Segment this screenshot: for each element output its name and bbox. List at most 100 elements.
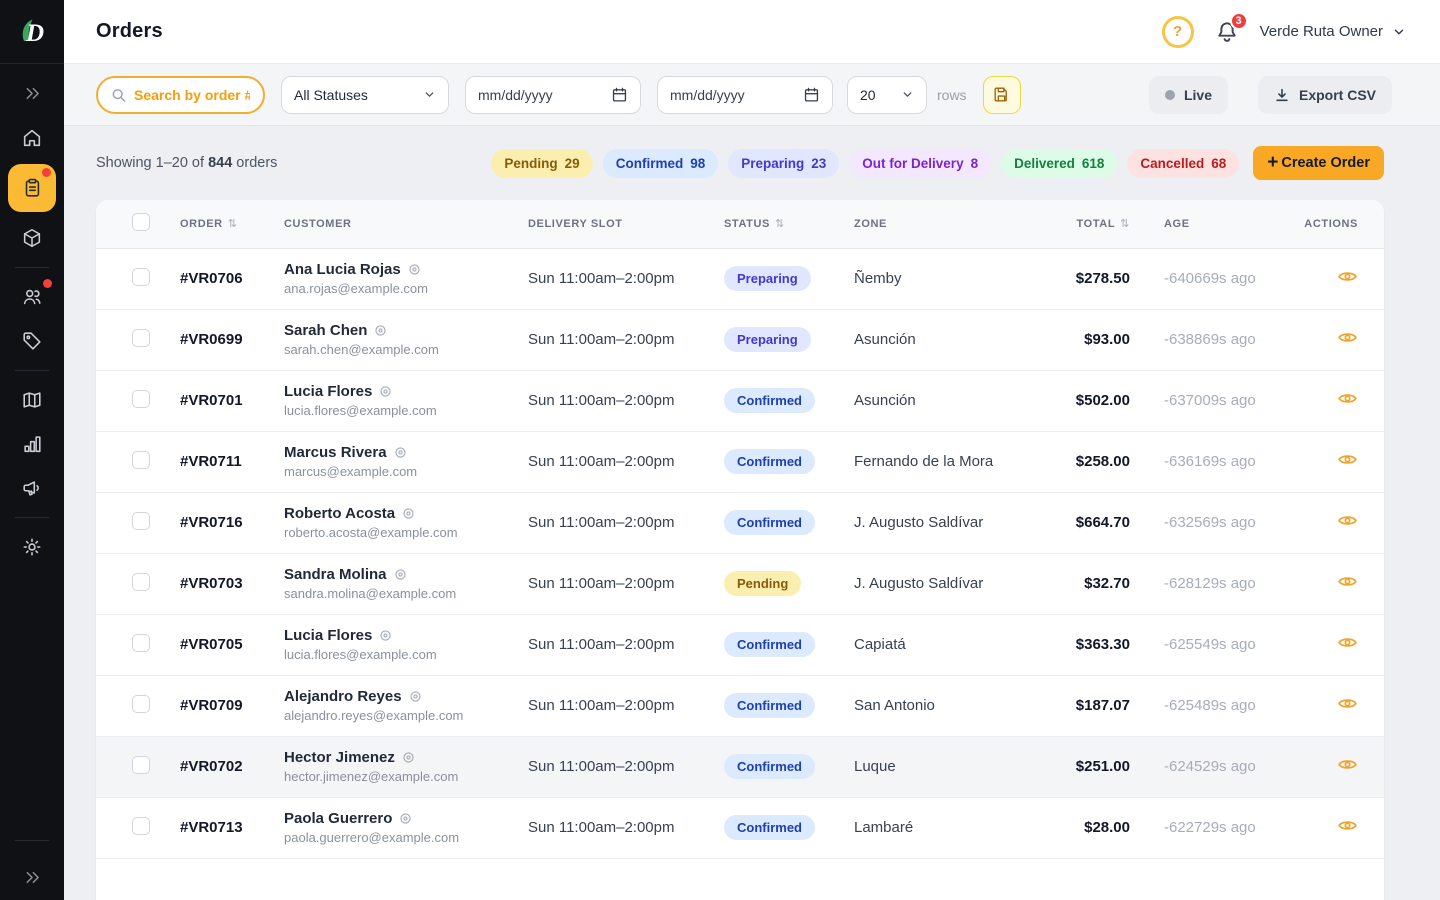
sidebar-collapse-button[interactable]: [8, 73, 56, 113]
live-toggle[interactable]: Live: [1148, 75, 1228, 114]
brand-logo[interactable]: D: [0, 0, 64, 64]
user-name: Verde Ruta Owner: [1259, 23, 1383, 40]
select-all-checkbox[interactable]: [132, 213, 150, 232]
view-customer-icon[interactable]: [408, 263, 421, 276]
column-header-actions: ACTIONS: [1284, 200, 1384, 249]
row-checkbox[interactable]: [132, 816, 150, 835]
summary-badge-out-for-delivery[interactable]: Out for Delivery 8: [849, 148, 992, 178]
date-to-input[interactable]: mm/dd/yyyy: [657, 75, 833, 114]
rows-per-page-select[interactable]: 20: [847, 75, 927, 114]
row-checkbox[interactable]: [132, 694, 150, 713]
row-checkbox[interactable]: [132, 511, 150, 530]
column-header-age: AGE: [1142, 200, 1284, 249]
badge-label: Pending: [504, 155, 558, 171]
table-row[interactable]: #VR0702 Hector Jimenez hector.jimenez@ex…: [96, 736, 1384, 798]
delivery-slot: Sun 11:00am–2:00pm: [506, 431, 702, 493]
table-row[interactable]: #VR0705 Lucia Flores lucia.flores@exampl…: [96, 614, 1384, 676]
sidebar-item-tags[interactable]: [8, 321, 56, 361]
table-row[interactable]: #VR0711 Marcus Rivera marcus@example.com…: [96, 431, 1384, 493]
sidebar-item-orders[interactable]: [8, 164, 56, 212]
products-box-icon: [23, 228, 41, 248]
row-checkbox[interactable]: [132, 389, 150, 408]
order-age: -632569s ago: [1142, 492, 1284, 554]
sidebar-item-announcements[interactable]: [8, 468, 56, 508]
view-customer-icon[interactable]: [394, 446, 407, 459]
sidebar-item-customers[interactable]: [8, 277, 56, 317]
create-order-button[interactable]: + Create Order: [1253, 146, 1384, 180]
sidebar-expand-button[interactable]: [8, 857, 56, 897]
row-checkbox[interactable]: [132, 450, 150, 469]
save-view-button[interactable]: [982, 75, 1021, 114]
summary-badge-confirmed[interactable]: Confirmed 98: [602, 148, 719, 178]
status-badge: Confirmed: [724, 754, 815, 779]
order-total: $187.07: [1050, 675, 1142, 737]
row-checkbox[interactable]: [132, 328, 150, 347]
column-label: AGE: [1164, 217, 1190, 230]
sidebar-item-zones-map[interactable]: [8, 380, 56, 420]
table-row[interactable]: #VR0709 Alejandro Reyes alejandro.reyes@…: [96, 675, 1384, 737]
help-button[interactable]: ?: [1161, 15, 1194, 48]
table-row[interactable]: #VR0706 Ana Lucia Rojas ana.rojas@exampl…: [96, 248, 1384, 310]
view-customer-icon[interactable]: [379, 629, 392, 642]
order-id: #VR0699: [180, 331, 243, 348]
table-row[interactable]: #VR0701 Lucia Flores lucia.flores@exampl…: [96, 370, 1384, 432]
summary-badge-cancelled[interactable]: Cancelled 68: [1127, 148, 1240, 178]
view-order-icon[interactable]: [1337, 510, 1358, 531]
view-order-icon[interactable]: [1337, 754, 1358, 775]
status-filter-select[interactable]: All Statuses: [281, 75, 449, 114]
view-customer-icon[interactable]: [402, 507, 415, 520]
column-header-status[interactable]: STATUS ⇅: [702, 200, 832, 249]
row-checkbox[interactable]: [132, 755, 150, 774]
view-order-icon[interactable]: [1337, 693, 1358, 714]
export-csv-button[interactable]: Export CSV: [1257, 75, 1392, 114]
sidebar-item-analytics[interactable]: [8, 424, 56, 464]
row-checkbox[interactable]: [132, 572, 150, 591]
row-checkbox[interactable]: [132, 267, 150, 286]
filter-bar: All Statuses mm/dd/yyyy mm/dd/yyyy 20 ro…: [64, 64, 1440, 126]
view-order-icon[interactable]: [1337, 815, 1358, 836]
sidebar-item-products[interactable]: [8, 218, 56, 258]
view-order-icon[interactable]: [1337, 571, 1358, 592]
view-customer-icon[interactable]: [374, 324, 387, 337]
view-order-icon[interactable]: [1337, 388, 1358, 409]
view-customer-icon[interactable]: [402, 751, 415, 764]
view-order-icon[interactable]: [1337, 266, 1358, 287]
map-icon: [23, 392, 41, 408]
date-to-placeholder: mm/dd/yyyy: [670, 86, 745, 103]
summary-badge-pending[interactable]: Pending 29: [491, 148, 593, 178]
badge-count: 23: [811, 155, 827, 171]
status-badge: Confirmed: [724, 388, 815, 413]
zone: Asunción: [832, 370, 1050, 432]
summary-badge-preparing[interactable]: Preparing 23: [728, 148, 840, 178]
order-total: $28.00: [1050, 797, 1142, 859]
view-order-icon[interactable]: [1337, 449, 1358, 470]
svg-text:D: D: [25, 20, 44, 47]
customers-icon: [23, 289, 41, 305]
customer-name: Marcus Rivera: [284, 444, 387, 461]
table-row[interactable]: #VR0699 Sarah Chen sarah.chen@example.co…: [96, 309, 1384, 371]
view-customer-icon[interactable]: [379, 385, 392, 398]
summary-badge-delivered[interactable]: Delivered 618: [1001, 148, 1118, 178]
view-customer-icon[interactable]: [394, 568, 407, 581]
page-title: Orders: [96, 20, 163, 42]
sidebar-item-home[interactable]: [8, 118, 56, 158]
view-order-icon[interactable]: [1337, 632, 1358, 653]
view-customer-icon[interactable]: [409, 690, 422, 703]
order-id: #VR0705: [180, 636, 243, 653]
badge-label: Preparing: [741, 155, 805, 171]
notifications-button[interactable]: 3: [1214, 11, 1248, 45]
date-from-input[interactable]: mm/dd/yyyy: [465, 75, 641, 114]
badge-count: 8: [970, 155, 979, 171]
table-row[interactable]: #VR0716 Roberto Acosta roberto.acosta@ex…: [96, 492, 1384, 554]
table-row[interactable]: #VR0703 Sandra Molina sandra.molina@exam…: [96, 553, 1384, 615]
column-header-total[interactable]: TOTAL ⇅: [1050, 200, 1142, 249]
badge-label: Cancelled: [1140, 155, 1205, 171]
row-checkbox[interactable]: [132, 633, 150, 652]
user-menu[interactable]: Verde Ruta Owner: [1260, 23, 1406, 40]
table-row[interactable]: #VR0713 Paola Guerrero paola.guerrero@ex…: [96, 797, 1384, 859]
search-input[interactable]: [134, 86, 250, 103]
column-header-order[interactable]: ORDER ⇅: [158, 200, 262, 249]
sidebar-item-settings[interactable]: [8, 527, 56, 567]
view-customer-icon[interactable]: [399, 812, 412, 825]
view-order-icon[interactable]: [1337, 327, 1358, 348]
